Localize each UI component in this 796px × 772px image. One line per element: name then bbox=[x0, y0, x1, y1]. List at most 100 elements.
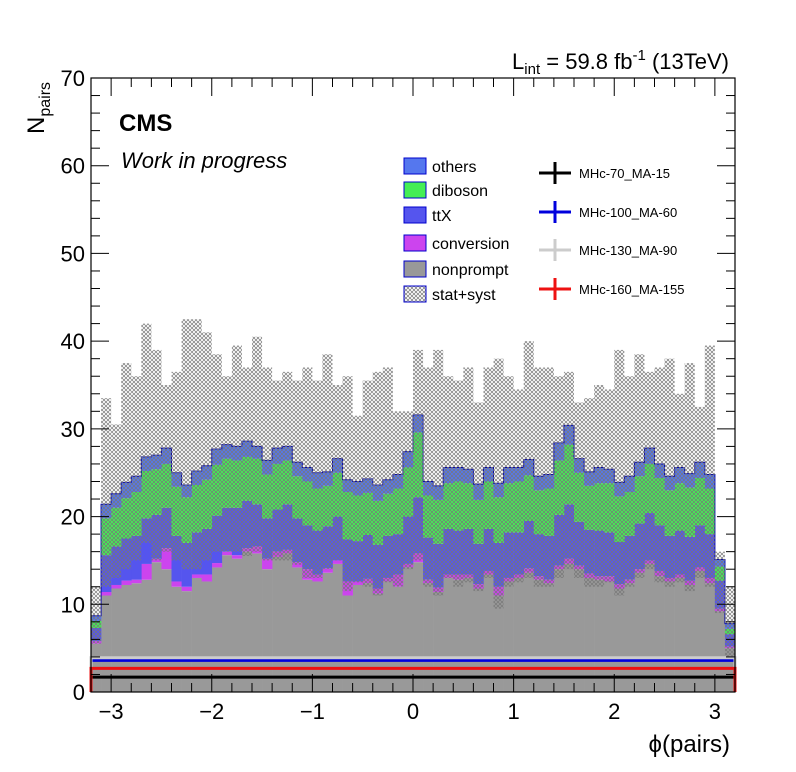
y-tick-label-0: 0 bbox=[73, 680, 85, 705]
uncertainty-band-layer bbox=[91, 319, 735, 657]
band-bin-42 bbox=[513, 389, 524, 583]
band-bin-1 bbox=[101, 398, 112, 587]
band-bin-58 bbox=[674, 393, 685, 583]
bar-nonprompt-30 bbox=[392, 586, 404, 692]
bar-nonprompt-11 bbox=[201, 581, 213, 692]
bar-nonprompt-3 bbox=[121, 584, 132, 692]
band-bin-44 bbox=[533, 367, 544, 587]
band-bin-37 bbox=[463, 367, 474, 583]
bar-nonprompt-15 bbox=[241, 551, 253, 692]
y-tick-label-4: 40 bbox=[61, 329, 85, 354]
legend-entry-signal-3: MHc-130_MA-90 bbox=[539, 239, 677, 261]
band-bin-27 bbox=[362, 380, 373, 587]
bar-nonprompt-23 bbox=[322, 572, 333, 692]
bar-nonprompt-24 bbox=[332, 563, 343, 692]
band-bin-18 bbox=[272, 380, 283, 561]
y-tick-label-5: 50 bbox=[61, 241, 85, 266]
band-bin-7 bbox=[161, 385, 172, 552]
bar-conversion-13 bbox=[221, 551, 233, 556]
lumi-sup: -1 bbox=[633, 47, 646, 64]
bar-nonprompt-20 bbox=[292, 567, 303, 692]
legend-entry-diboson: diboson bbox=[403, 181, 488, 200]
y-axis-title-main: N bbox=[23, 117, 50, 134]
band-bin-3 bbox=[121, 363, 132, 570]
bar-nonprompt-4 bbox=[131, 583, 142, 692]
bar-conversion-2 bbox=[111, 584, 122, 589]
x-tick-label-0: −3 bbox=[99, 699, 124, 724]
bar-conversion-12 bbox=[211, 563, 223, 568]
experiment-label: CMS bbox=[119, 110, 172, 137]
bar-nonprompt-27 bbox=[362, 583, 374, 692]
band-bin-61 bbox=[704, 345, 715, 587]
band-bin-30 bbox=[392, 411, 403, 587]
band-bin-20 bbox=[292, 380, 303, 565]
legend-swatch-diboson bbox=[403, 181, 427, 199]
bar-nonprompt-19 bbox=[282, 553, 293, 692]
band-bin-35 bbox=[443, 376, 454, 578]
x-tick-label-5: 2 bbox=[608, 699, 620, 724]
bar-nonprompt-1 bbox=[101, 595, 112, 692]
band-bin-25 bbox=[342, 376, 353, 592]
bar-nonprompt-49 bbox=[584, 577, 595, 692]
lumi-sub: int bbox=[524, 61, 541, 78]
bar-nonprompt-12 bbox=[211, 567, 223, 692]
legend-swatch-stat-syst bbox=[403, 285, 427, 303]
band-bin-41 bbox=[503, 376, 514, 587]
bar-nonprompt-37 bbox=[463, 577, 474, 692]
legend-entry-others: others bbox=[403, 157, 476, 176]
bar-nonprompt-25 bbox=[342, 595, 353, 692]
bar-nonprompt-42 bbox=[513, 577, 524, 692]
legend-entry-stat-syst: stat+syst bbox=[403, 285, 496, 304]
bar-nonprompt-9 bbox=[181, 591, 192, 692]
axis-layer: 0 10 20 30 40 50 60 70 −3 −2 −1 0 1 2 3 bbox=[61, 66, 736, 724]
band-bin-45 bbox=[543, 367, 554, 587]
band-bin-10 bbox=[191, 319, 202, 570]
band-bin-51 bbox=[604, 389, 615, 583]
bar-nonprompt-45 bbox=[543, 583, 555, 692]
band-bin-60 bbox=[694, 406, 705, 578]
lumi-energy: (13TeV) bbox=[646, 49, 729, 74]
band-bin-24 bbox=[332, 385, 343, 561]
bar-conversion-5 bbox=[141, 563, 152, 580]
bar-conversion-23 bbox=[322, 568, 333, 573]
x-tick-label-2: −1 bbox=[300, 699, 325, 724]
bar-nonprompt-57 bbox=[664, 581, 675, 692]
band-bin-56 bbox=[654, 367, 665, 583]
bar-nonprompt-51 bbox=[604, 581, 615, 692]
bar-nonprompt-6 bbox=[151, 562, 162, 692]
legend-label-diboson: diboson bbox=[432, 183, 488, 200]
bar-nonprompt-52 bbox=[614, 588, 625, 692]
bar-nonprompt-35 bbox=[443, 577, 454, 692]
bar-nonprompt-53 bbox=[624, 583, 635, 692]
bar-nonprompt-41 bbox=[503, 581, 514, 692]
bar-nonprompt-56 bbox=[654, 576, 665, 692]
legend-label-conversion: conversion bbox=[432, 236, 509, 253]
legend-entry-signal-4: MHc-160_MA-155 bbox=[539, 278, 685, 300]
bar-nonprompt-29 bbox=[382, 581, 394, 692]
bar-nonprompt-39 bbox=[483, 574, 494, 692]
band-bin-13 bbox=[221, 376, 232, 552]
bar-conversion-1 bbox=[101, 592, 112, 596]
svg-text:Npairs: Npairs bbox=[23, 82, 54, 134]
legend-swatch-ttx bbox=[403, 206, 427, 224]
y-tick-label-3: 30 bbox=[61, 417, 85, 442]
bar-nonprompt-2 bbox=[111, 588, 122, 692]
bar-conversion-26 bbox=[352, 581, 363, 585]
bar-nonprompt-44 bbox=[533, 579, 545, 692]
bar-nonprompt-54 bbox=[634, 572, 645, 692]
bar-conversion-17 bbox=[262, 558, 273, 570]
legend-label-stat-syst: stat+syst bbox=[432, 287, 496, 304]
legend-swatch-conversion bbox=[403, 234, 427, 252]
bar-nonprompt-36 bbox=[453, 579, 464, 692]
bar-conversion-24 bbox=[332, 560, 343, 564]
band-bin-9 bbox=[181, 319, 192, 570]
bar-nonprompt-8 bbox=[171, 586, 182, 692]
lumi-prefix: L bbox=[512, 49, 524, 74]
bar-conversion-3 bbox=[121, 580, 132, 585]
band-bin-36 bbox=[453, 380, 464, 587]
bar-nonprompt-5 bbox=[141, 579, 152, 692]
bar-conversion-7 bbox=[161, 548, 172, 570]
legend-entry-ttx: ttX bbox=[403, 206, 452, 225]
band-bin-50 bbox=[594, 385, 605, 587]
bar-nonprompt-33 bbox=[423, 583, 434, 692]
